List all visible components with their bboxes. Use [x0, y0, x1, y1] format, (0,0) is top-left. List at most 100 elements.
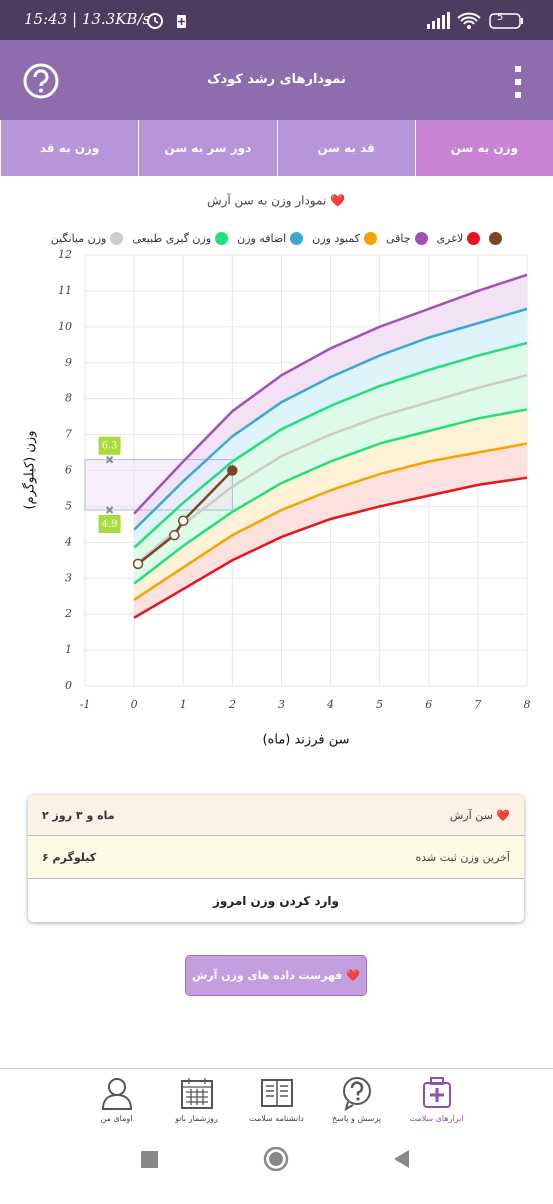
nav-item[interactable]: دانشنامه سلامت	[237, 1069, 317, 1131]
summary-card: سن آرش ❤️ ۲ ماه و ۳ روز آخرین وزن ثبت شده ۶…	[28, 795, 524, 922]
chart: نمودار وزن به سن آرش ❤️ وزن (کیلوگرم) سن…	[22, 193, 531, 748]
status-time: 15:43 | 13.3KB/s	[24, 10, 151, 28]
y-tick-label: 2	[64, 607, 72, 620]
x-tick-label: -1	[80, 698, 91, 711]
child-point	[227, 465, 238, 476]
band	[134, 443, 527, 618]
legend-swatch	[414, 231, 428, 245]
percentile-line	[133, 374, 528, 567]
range-label-box	[98, 515, 121, 534]
percentile-line	[133, 307, 528, 531]
enter-weight[interactable]: وارد کردن وزن امروز	[28, 879, 524, 922]
back-button[interactable]	[394, 1150, 409, 1168]
legend-swatch	[467, 231, 481, 245]
x-axis-label: سن فرزند (ماه)	[262, 733, 349, 748]
band	[134, 375, 527, 584]
legend-item[interactable]: چاقی	[386, 228, 428, 248]
app-bar: نمودارهای رشد کودک	[0, 40, 553, 120]
band	[134, 409, 527, 600]
y-tick-label: 9	[65, 356, 72, 369]
child-line	[137, 469, 234, 565]
legend-swatch	[110, 231, 124, 245]
summary-value: ۶ کیلوگرم	[42, 850, 97, 864]
app-title: نمودارهای رشد کودک	[207, 72, 346, 87]
legend-swatch	[363, 231, 377, 245]
summary-value: ۲ ماه و ۳ روز	[42, 808, 115, 822]
y-tick-label: 3	[65, 571, 72, 584]
nav-icon	[260, 1079, 293, 1107]
x-tick-label: 3	[278, 698, 285, 711]
range-label-box	[98, 436, 121, 455]
legend-label: وزن گیری طبیعی	[132, 231, 212, 245]
nav-icon	[180, 1078, 213, 1109]
legend-label: وزن میانگین	[50, 231, 107, 245]
child-point	[169, 529, 180, 541]
summary-row: آخرین وزن ثبت شده ۶ کیلوگرم	[28, 836, 524, 879]
band	[134, 274, 527, 530]
recents-button[interactable]	[141, 1151, 158, 1168]
y-axis-label: وزن (کیلوگرم)	[22, 431, 38, 510]
band	[134, 308, 527, 548]
legend-swatch	[290, 231, 304, 245]
battery-level: 5	[497, 12, 504, 23]
y-tick-label: 5	[65, 499, 72, 512]
nav-label: دانشنامه سلامت	[249, 1114, 304, 1123]
legend-item[interactable]: اضافه وزن	[237, 228, 304, 248]
legend-item[interactable]: لاغری	[437, 228, 481, 248]
x-tick-label: 4	[326, 698, 334, 711]
legend-label: اضافه وزن	[237, 231, 287, 245]
percentile-line	[133, 442, 528, 601]
range-marker	[105, 506, 114, 514]
tab[interactable]: وزن به سن	[414, 120, 553, 176]
child-point	[177, 515, 189, 527]
tab[interactable]: دور سر به سن	[138, 120, 276, 176]
percentile-line	[133, 408, 528, 585]
nav-label: پرسش و پاسخ	[331, 1114, 382, 1123]
list-button[interactable]: فهرست داده های وزن آرش ❤️	[185, 955, 367, 996]
legend-item[interactable]: وزن گیری طبیعی	[132, 228, 229, 248]
status-right-icons	[427, 12, 523, 29]
nav-label: اومای من	[100, 1114, 133, 1123]
x-tick-label: 7	[474, 698, 481, 711]
nav-icon	[342, 1077, 371, 1111]
legend-swatch	[489, 231, 503, 245]
legend-label: چاقی	[385, 231, 411, 245]
y-tick-label: 8	[65, 392, 72, 405]
nav-item[interactable]: پرسش و پاسخ	[317, 1069, 397, 1131]
home-button[interactable]	[263, 1146, 289, 1172]
legend-item	[489, 228, 503, 248]
y-tick-label: 7	[65, 428, 72, 441]
legend-item[interactable]: کمبود وزن	[312, 228, 377, 248]
menu-button[interactable]	[512, 64, 524, 100]
status-bar: 15:43 | 13.3KB/s 5	[0, 0, 553, 40]
nav-item[interactable]: ابزارهای سلامت	[397, 1069, 477, 1131]
range-label: 6.3	[102, 441, 118, 452]
bottom-nav: ابزارهای سلامت پرسش و پاسخ دانشنامه سلامت ر…	[0, 1068, 553, 1131]
nav-item[interactable]: اومای من	[77, 1069, 157, 1131]
legend-item[interactable]: وزن میانگین	[51, 228, 124, 248]
percentile-line	[133, 273, 528, 515]
nav-icon	[422, 1077, 451, 1108]
y-tick-label: 1	[65, 643, 72, 656]
legend-label: لاغری	[436, 231, 464, 245]
chart-title: نمودار وزن به سن آرش ❤️	[207, 193, 345, 209]
x-tick-label: 1	[180, 698, 187, 711]
nav-label: ابزارهای سلامت	[409, 1114, 464, 1123]
tab[interactable]: قد به سن	[276, 120, 415, 176]
y-tick-label: 0	[65, 679, 72, 692]
x-tick-label: 2	[228, 698, 236, 711]
help-button[interactable]	[22, 62, 60, 100]
summary-row: سن آرش ❤️ ۲ ماه و ۳ روز	[28, 795, 524, 836]
range-label: 4.9	[102, 519, 118, 530]
x-tick-label: 8	[524, 698, 531, 711]
y-tick-label: 11	[58, 284, 72, 297]
band	[134, 342, 527, 566]
tab[interactable]: وزن به قد	[0, 120, 138, 176]
legend: لاغری چاقی کمبود وزن اضافه وزن وزن گیری طبیع…	[0, 228, 553, 248]
percentile-line	[133, 476, 528, 619]
home-dot	[269, 1152, 283, 1166]
y-tick-label: 12	[58, 248, 72, 261]
nav-item[interactable]: روزشمار بانو	[157, 1069, 237, 1131]
nav-icon	[101, 1078, 132, 1110]
